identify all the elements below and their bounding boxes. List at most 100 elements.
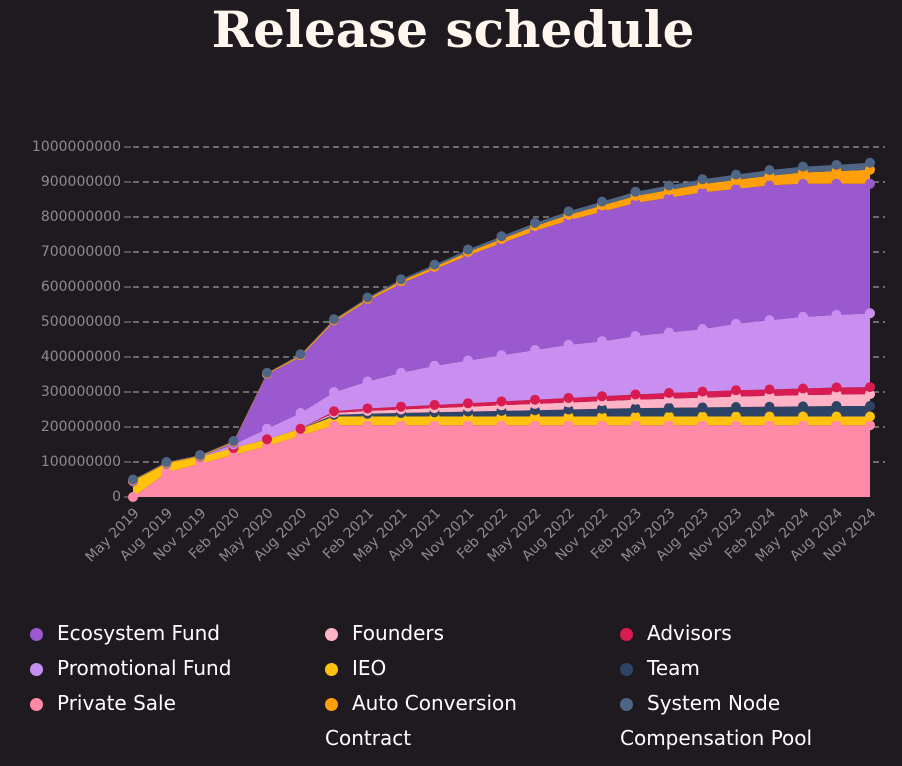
point [530, 394, 540, 405]
point [295, 423, 306, 434]
y-tick-label: 700000000 [41, 244, 121, 260]
point [865, 411, 875, 422]
area [133, 406, 870, 482]
point [161, 457, 172, 467]
point [128, 474, 138, 485]
y-tick-label: 100000000 [41, 454, 121, 470]
point [731, 411, 741, 422]
point [262, 423, 272, 434]
y-tick-label: 1000000000 [32, 139, 121, 155]
point [664, 180, 674, 191]
point [563, 420, 574, 431]
point [463, 398, 473, 409]
point [295, 430, 306, 441]
legend-item: Auto Conversion Contract [325, 686, 550, 756]
point [764, 420, 775, 431]
legend-label: Founders [352, 621, 445, 645]
point [798, 420, 808, 431]
point [262, 367, 272, 378]
point [865, 157, 875, 168]
chart-title: Release schedule [212, 0, 695, 59]
point [563, 339, 574, 350]
point [731, 169, 741, 180]
point [396, 367, 406, 378]
point [798, 178, 808, 189]
point [396, 401, 406, 412]
point [798, 311, 808, 322]
area [133, 183, 870, 482]
point [530, 217, 540, 228]
point [396, 274, 406, 285]
area [133, 425, 870, 497]
legend-item: Founders [325, 616, 550, 651]
point [731, 420, 741, 431]
point [764, 180, 775, 191]
point [865, 164, 875, 175]
legend-marker [325, 628, 338, 641]
point [831, 382, 842, 393]
point [731, 402, 741, 413]
legend-item: Promotional Fund [30, 651, 255, 686]
point [329, 420, 339, 431]
point [362, 376, 373, 387]
point [563, 392, 574, 403]
y-tick-label: 200000000 [41, 419, 121, 435]
point [228, 436, 239, 446]
point [664, 192, 674, 203]
point [630, 420, 641, 431]
point [597, 403, 607, 414]
legend-label: Ecosystem Fund [57, 621, 220, 645]
legend-marker [620, 628, 633, 641]
point [664, 411, 674, 422]
point [463, 420, 473, 431]
point [764, 384, 775, 395]
area [133, 416, 870, 497]
point [630, 389, 641, 400]
point [697, 386, 708, 397]
point [563, 411, 574, 422]
point [496, 231, 507, 242]
point [831, 420, 842, 431]
area [133, 394, 870, 482]
point [664, 402, 674, 413]
point [496, 350, 507, 361]
point [362, 420, 373, 431]
point [731, 385, 741, 396]
point [831, 310, 842, 320]
legend-item: Ecosystem Fund [30, 616, 255, 651]
point [630, 411, 641, 422]
point [362, 292, 373, 303]
point [496, 420, 507, 431]
point [161, 467, 172, 478]
point [530, 420, 540, 431]
point [195, 450, 205, 460]
point [597, 411, 607, 422]
point [697, 174, 708, 185]
point [798, 383, 808, 394]
point [798, 411, 808, 422]
legend-label: Private Sale [57, 691, 176, 715]
point [865, 382, 875, 393]
point [664, 388, 674, 399]
point [563, 206, 574, 217]
point [429, 360, 440, 371]
point [831, 389, 842, 400]
legend-marker [30, 698, 43, 711]
legend-label: Team [647, 656, 700, 680]
point [530, 345, 540, 355]
y-tick-label: 500000000 [41, 314, 121, 330]
point [764, 315, 775, 326]
point [831, 159, 842, 170]
point [697, 187, 708, 198]
point [697, 324, 708, 334]
y-tick-label: 0 [112, 489, 121, 505]
point [865, 401, 875, 411]
point [128, 492, 138, 502]
point [496, 396, 507, 407]
point [865, 308, 875, 319]
point [731, 318, 741, 329]
point [597, 336, 607, 347]
point [563, 404, 574, 415]
point [764, 401, 775, 412]
